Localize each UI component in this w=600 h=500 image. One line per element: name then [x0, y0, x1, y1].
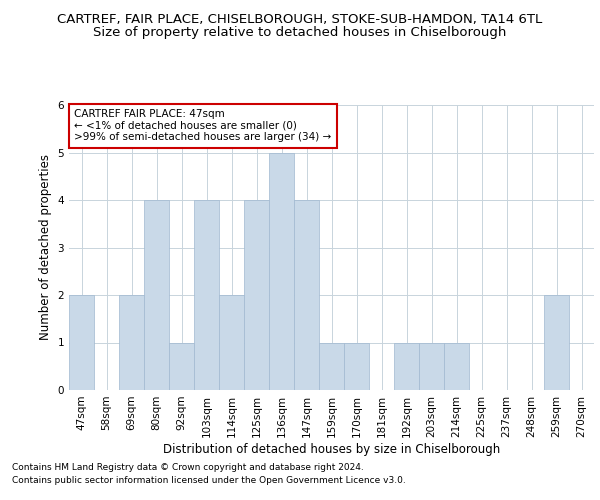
- Bar: [69, 295, 94, 390]
- Bar: [169, 342, 194, 390]
- Bar: [219, 295, 244, 390]
- Bar: [319, 342, 344, 390]
- Bar: [119, 295, 144, 390]
- Bar: [244, 200, 269, 390]
- Bar: [419, 342, 444, 390]
- Bar: [269, 152, 294, 390]
- Text: CARTREF, FAIR PLACE, CHISELBOROUGH, STOKE-SUB-HAMDON, TA14 6TL: CARTREF, FAIR PLACE, CHISELBOROUGH, STOK…: [58, 12, 542, 26]
- Bar: [144, 200, 169, 390]
- Bar: [394, 342, 419, 390]
- X-axis label: Distribution of detached houses by size in Chiselborough: Distribution of detached houses by size …: [163, 442, 500, 456]
- Text: Size of property relative to detached houses in Chiselborough: Size of property relative to detached ho…: [94, 26, 506, 39]
- Bar: [194, 200, 219, 390]
- Bar: [544, 295, 569, 390]
- Bar: [444, 342, 469, 390]
- Text: Contains HM Land Registry data © Crown copyright and database right 2024.: Contains HM Land Registry data © Crown c…: [12, 462, 364, 471]
- Bar: [294, 200, 319, 390]
- Bar: [344, 342, 369, 390]
- Text: CARTREF FAIR PLACE: 47sqm
← <1% of detached houses are smaller (0)
>99% of semi-: CARTREF FAIR PLACE: 47sqm ← <1% of detac…: [74, 110, 331, 142]
- Text: Contains public sector information licensed under the Open Government Licence v3: Contains public sector information licen…: [12, 476, 406, 485]
- Y-axis label: Number of detached properties: Number of detached properties: [39, 154, 52, 340]
